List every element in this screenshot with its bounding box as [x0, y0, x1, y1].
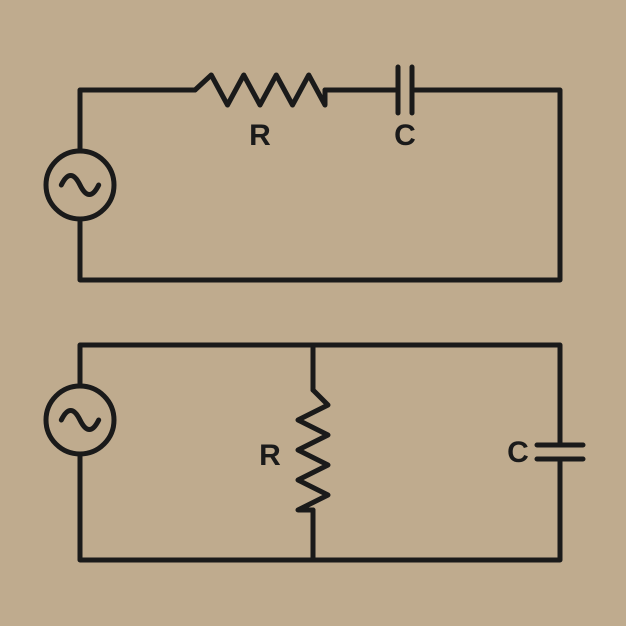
capacitor-label-1: C — [394, 119, 416, 152]
resistor-label-1: R — [249, 119, 271, 152]
capacitor-label-2: C — [507, 436, 529, 469]
resistor-label-2: R — [259, 439, 281, 472]
